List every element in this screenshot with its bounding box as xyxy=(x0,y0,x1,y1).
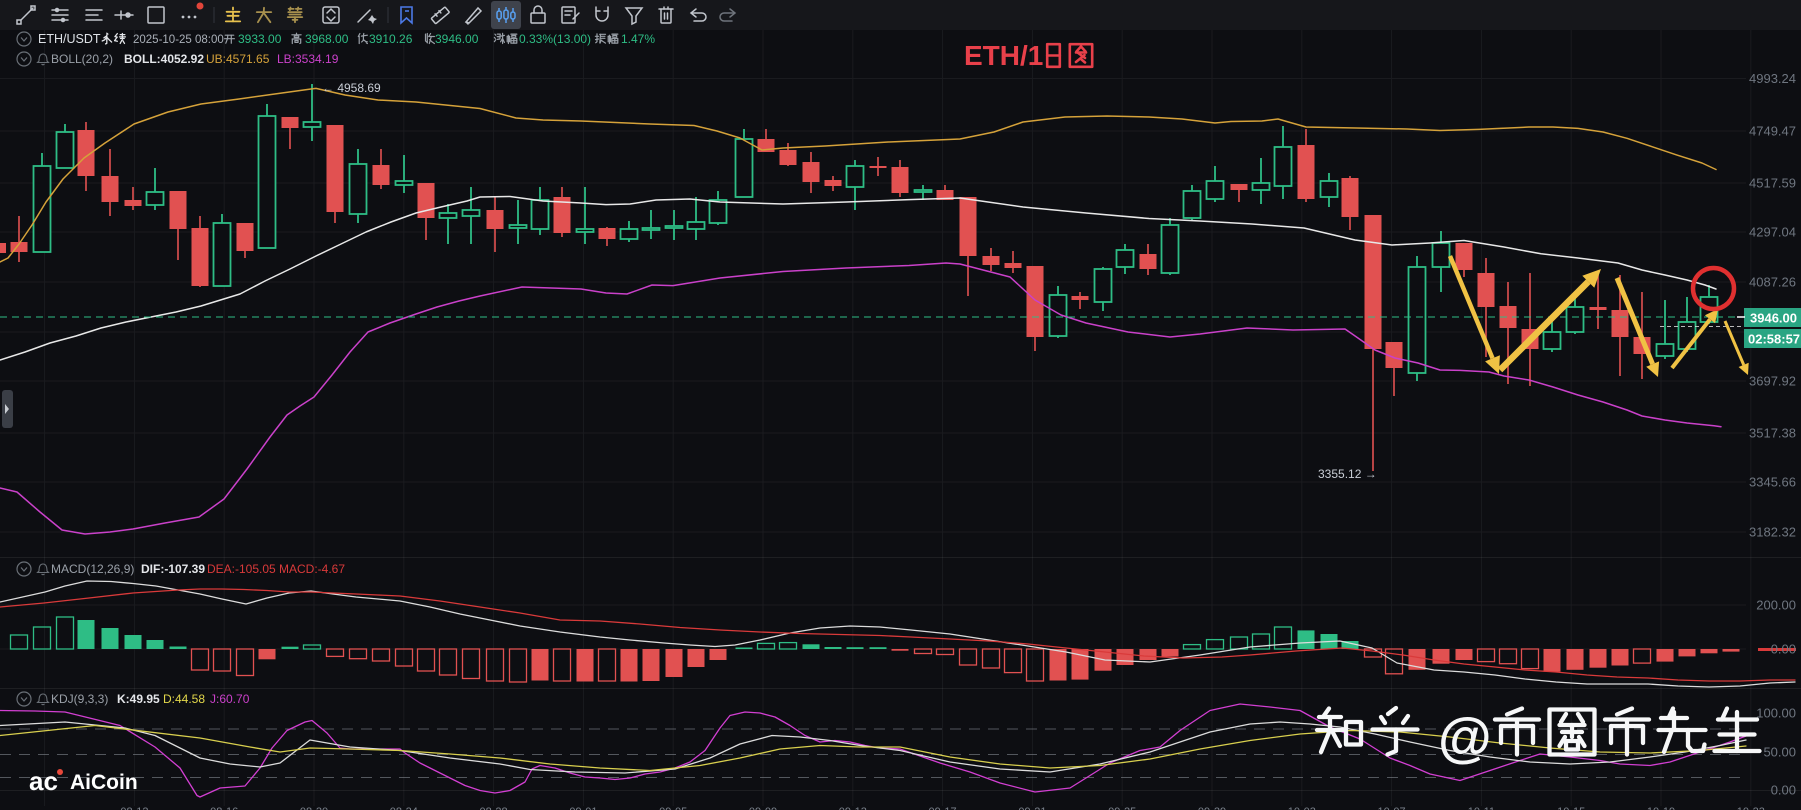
svg-text:ac: ac xyxy=(29,766,58,796)
svg-text:09-25: 09-25 xyxy=(1108,806,1136,810)
svg-text:09-01: 09-01 xyxy=(569,806,597,810)
svg-text:← 4958.69: ← 4958.69 xyxy=(322,81,381,95)
svg-text:4297.04: 4297.04 xyxy=(1749,225,1796,240)
svg-text:10-07: 10-07 xyxy=(1378,806,1406,810)
svg-text:02:58:57: 02:58:57 xyxy=(1748,332,1800,347)
svg-text:09-29: 09-29 xyxy=(1198,806,1226,810)
svg-text:4517.59: 4517.59 xyxy=(1749,176,1796,191)
svg-text:09-17: 09-17 xyxy=(929,806,957,810)
svg-text:4087.26: 4087.26 xyxy=(1749,275,1796,290)
svg-text:10-19: 10-19 xyxy=(1647,806,1675,810)
svg-text:D:44.58: D:44.58 xyxy=(163,692,205,706)
svg-text:10-11: 10-11 xyxy=(1468,806,1495,810)
svg-text:08-28: 08-28 xyxy=(480,806,508,810)
svg-text:10-15: 10-15 xyxy=(1557,806,1585,810)
svg-text:09-21: 09-21 xyxy=(1018,806,1046,810)
svg-text:3355.12 →: 3355.12 → xyxy=(1318,467,1377,481)
svg-text:BOLL(20,2): BOLL(20,2) xyxy=(51,52,113,66)
svg-text:J:60.70: J:60.70 xyxy=(210,692,250,706)
svg-text:3946.00: 3946.00 xyxy=(1750,311,1797,326)
svg-text:BOLL:4052.92: BOLL:4052.92 xyxy=(124,52,204,66)
svg-text:3182.32: 3182.32 xyxy=(1749,525,1796,540)
svg-text:4993.24: 4993.24 xyxy=(1749,71,1796,86)
svg-text:100.00: 100.00 xyxy=(1756,706,1796,721)
svg-text:2025-10-25 08:00: 2025-10-25 08:00 xyxy=(133,34,224,46)
svg-text:3910.26: 3910.26 xyxy=(369,32,413,46)
svg-text:1.47%: 1.47% xyxy=(621,32,655,46)
svg-text:10-03: 10-03 xyxy=(1288,806,1316,810)
svg-text:3933.00: 3933.00 xyxy=(238,32,282,46)
svg-text:DIF:-107.39: DIF:-107.39 xyxy=(141,562,205,576)
svg-text:0.00: 0.00 xyxy=(1771,783,1796,798)
svg-text:50.00: 50.00 xyxy=(1763,745,1796,760)
svg-text:3968.00: 3968.00 xyxy=(305,32,349,46)
svg-text:KDJ(9,3,3): KDJ(9,3,3) xyxy=(51,692,108,706)
svg-text:DEA:-105.05: DEA:-105.05 xyxy=(207,562,276,576)
svg-text:0.00: 0.00 xyxy=(1771,642,1796,657)
svg-text:ETH/1: ETH/1 xyxy=(964,40,1043,71)
svg-text:08-24: 08-24 xyxy=(390,806,418,810)
svg-text:UB:4571.65: UB:4571.65 xyxy=(206,52,270,66)
svg-text:200.00: 200.00 xyxy=(1756,598,1796,613)
svg-text:ETH/USDT: ETH/USDT xyxy=(38,32,101,46)
svg-text:3697.92: 3697.92 xyxy=(1749,374,1796,389)
svg-text:3517.38: 3517.38 xyxy=(1749,426,1796,441)
svg-text:3345.66: 3345.66 xyxy=(1749,475,1796,490)
svg-text:09-13: 09-13 xyxy=(839,806,867,810)
svg-text:09-05: 09-05 xyxy=(659,806,687,810)
svg-text:LB:3534.19: LB:3534.19 xyxy=(277,52,339,66)
svg-text:0.33%(13.00): 0.33%(13.00) xyxy=(519,32,591,46)
svg-text:10-23: 10-23 xyxy=(1737,806,1765,810)
svg-text:4749.47: 4749.47 xyxy=(1749,124,1796,139)
svg-text:08-16: 08-16 xyxy=(210,806,238,810)
svg-text:MACD:-4.67: MACD:-4.67 xyxy=(279,562,345,576)
svg-text:K:49.95: K:49.95 xyxy=(117,692,160,706)
svg-text:08-20: 08-20 xyxy=(300,806,328,810)
svg-text:3946.00: 3946.00 xyxy=(435,32,479,46)
svg-text:AiCoin: AiCoin xyxy=(70,771,138,794)
svg-text:08-12: 08-12 xyxy=(120,806,148,810)
svg-text:MACD(12,26,9): MACD(12,26,9) xyxy=(51,562,134,576)
svg-text:09-09: 09-09 xyxy=(749,806,777,810)
svg-text:@: @ xyxy=(1438,706,1492,768)
